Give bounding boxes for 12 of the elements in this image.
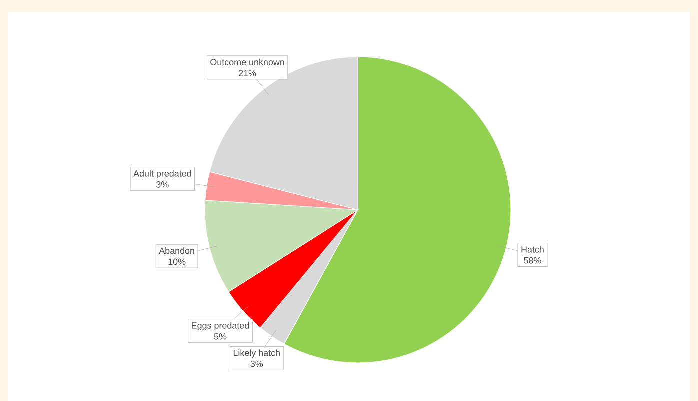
slice-label: Hatch (522, 246, 544, 253)
data-label: 58% (524, 257, 542, 264)
data-label: 3% (156, 181, 169, 188)
slice-label: Outcome unknown (210, 58, 284, 66)
slice-label: Abandon (159, 248, 194, 254)
slice-label: Eggs predated (192, 322, 250, 331)
data-label: 3% (250, 360, 264, 368)
slice-label: Likely hatch (234, 350, 280, 358)
data-label: 21% (239, 70, 256, 76)
data-label: 10% (168, 258, 186, 266)
slice-label: Adult predated (134, 170, 192, 179)
data-label: 5% (214, 334, 227, 340)
